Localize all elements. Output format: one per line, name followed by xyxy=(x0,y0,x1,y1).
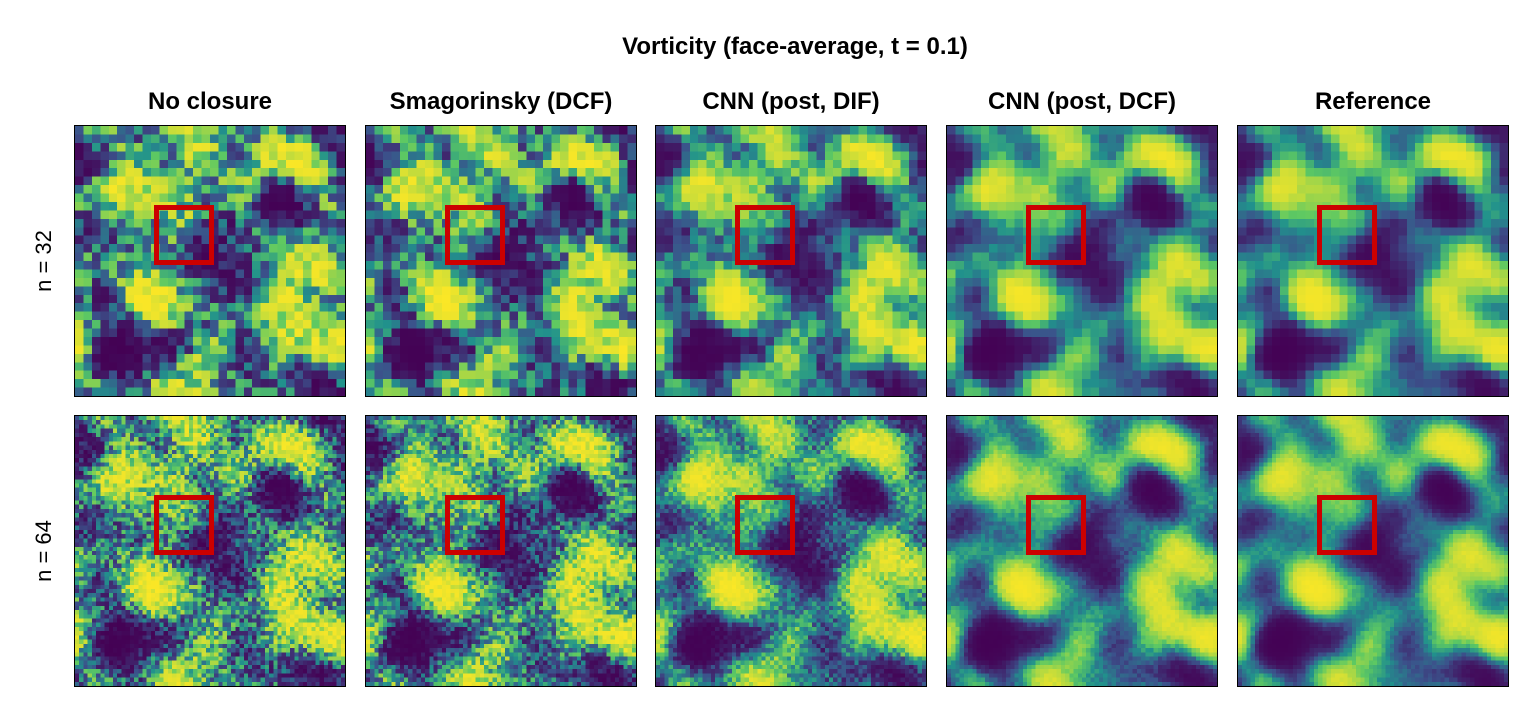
heatmap-panel-n32-cnn-dif xyxy=(655,125,927,397)
highlight-box xyxy=(445,205,505,265)
heatmap-panel-n64-reference xyxy=(1237,415,1509,687)
heatmap-panel-n64-smagorinsky xyxy=(365,415,637,687)
highlight-box xyxy=(445,495,505,555)
row-label-n32: n = 32 xyxy=(31,230,56,292)
highlight-box xyxy=(735,205,795,265)
heatmap-panel-n64-cnn-dcf xyxy=(946,415,1218,687)
highlight-box xyxy=(1026,205,1086,265)
column-title-reference: Reference xyxy=(1314,88,1432,115)
heatmap-panel-n32-cnn-dcf xyxy=(946,125,1218,397)
column-title-cnn-dcf: CNN (post, DCF) xyxy=(988,88,1176,115)
heatmap-panel-n64-cnn-dif xyxy=(655,415,927,687)
column-title-cnn-dif: CNN (post, DIF) xyxy=(702,88,880,115)
column-title-no-closure: No closure xyxy=(147,88,273,115)
heatmap-panel-n32-reference xyxy=(1237,125,1509,397)
highlight-box xyxy=(1026,495,1086,555)
heatmap-panel-n64-no-closure xyxy=(74,415,346,687)
row-label-n64: n = 64 xyxy=(31,520,56,582)
highlight-box xyxy=(154,495,214,555)
heatmap-panel-n32-no-closure xyxy=(74,125,346,397)
highlight-box xyxy=(1317,205,1377,265)
figure-title: Vorticity (face-average, t = 0.1) xyxy=(622,33,968,60)
heatmap-panel-n32-smagorinsky xyxy=(365,125,637,397)
highlight-box xyxy=(735,495,795,555)
highlight-box xyxy=(1317,495,1377,555)
highlight-box xyxy=(154,205,214,265)
column-title-smagorinsky: Smagorinsky (DCF) xyxy=(389,88,613,115)
